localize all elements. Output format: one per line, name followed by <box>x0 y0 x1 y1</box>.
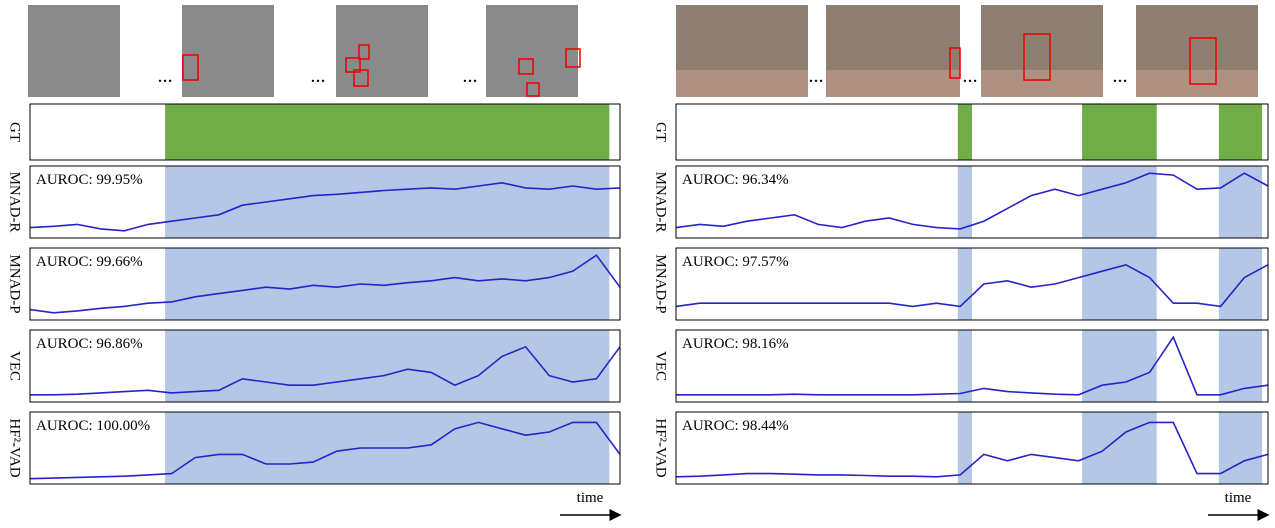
svg-text:…: … <box>1113 70 1128 86</box>
row-label: HF²-VAD <box>653 418 669 477</box>
auroc-label: AUROC: 96.34% <box>682 172 789 188</box>
auroc-label: AUROC: 100.00% <box>36 418 150 434</box>
anomaly-shade <box>165 330 609 402</box>
anomaly-shade <box>1219 412 1262 484</box>
svg-text:…: … <box>463 70 478 86</box>
anomaly-shade <box>1082 248 1157 320</box>
anomaly-shade <box>958 412 972 484</box>
row-label: VEC <box>653 351 669 381</box>
auroc-label: AUROC: 99.66% <box>36 254 143 270</box>
auroc-label: AUROC: 99.95% <box>36 172 143 188</box>
frames-left: … … … <box>28 5 580 97</box>
svg-text:…: … <box>311 70 326 86</box>
gt-interval <box>1219 104 1262 160</box>
anomaly-shade <box>165 248 609 320</box>
gt-interval <box>1082 104 1157 160</box>
anomaly-shade <box>1219 166 1262 238</box>
auroc-label: AUROC: 97.57% <box>682 254 789 270</box>
row-label: MNAD-P <box>653 254 669 313</box>
frames-right: … … … <box>676 5 1258 97</box>
gt-interval <box>165 104 609 160</box>
anomaly-shade <box>165 166 609 238</box>
time-label: time <box>1225 490 1252 506</box>
svg-text:…: … <box>963 70 978 86</box>
auroc-label: AUROC: 96.86% <box>36 336 143 352</box>
anomaly-shade <box>1082 412 1157 484</box>
row-label: MNAD-R <box>7 172 23 233</box>
row-label: HF²-VAD <box>7 418 23 477</box>
anomaly-shade <box>958 248 972 320</box>
anomaly-shade <box>1219 248 1262 320</box>
row-label: VEC <box>7 351 23 381</box>
time-label: time <box>577 490 604 506</box>
anomaly-shade <box>1082 166 1157 238</box>
row-label: GT <box>7 122 23 142</box>
auroc-label: AUROC: 98.16% <box>682 336 789 352</box>
row-label: MNAD-P <box>7 254 23 313</box>
gt-interval <box>958 104 972 160</box>
page: {"figure": { "row_labels": ["GT", "MNAD-… <box>0 0 1275 528</box>
row-label: MNAD-R <box>653 172 669 233</box>
svg-text:…: … <box>809 70 824 86</box>
row-label: GT <box>653 122 669 142</box>
svg-text:…: … <box>158 70 173 86</box>
anomaly-shade <box>1082 330 1157 402</box>
auroc-label: AUROC: 98.44% <box>682 418 789 434</box>
figure: … … … … … … time time GT MNAD-R AUROC: 99.95% M… <box>0 0 1275 523</box>
anomaly-shade <box>1219 330 1262 402</box>
